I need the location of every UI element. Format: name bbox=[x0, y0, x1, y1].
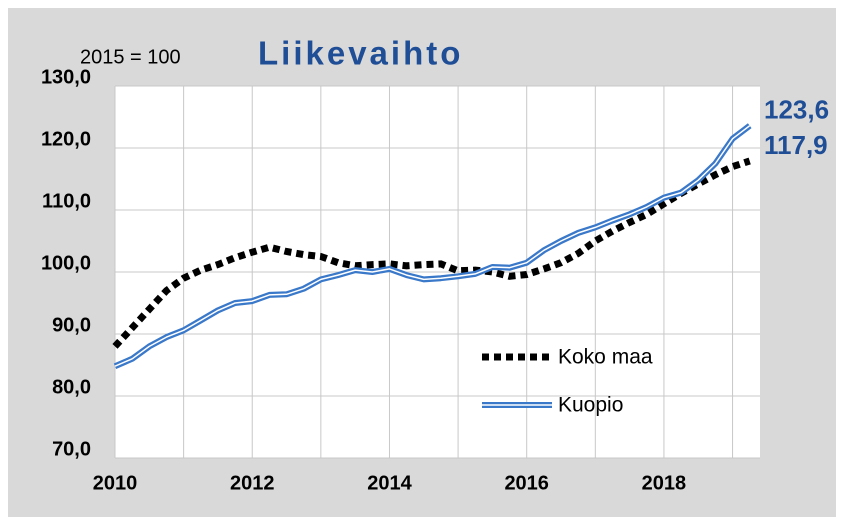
y-tick-label: 100,0 bbox=[41, 252, 91, 274]
y-tick-label: 80,0 bbox=[52, 376, 91, 398]
series-line-inner bbox=[114, 125, 751, 367]
y-tick-label: 70,0 bbox=[52, 438, 91, 460]
end-label: 117,9 bbox=[764, 130, 828, 160]
series-line bbox=[112, 157, 751, 349]
chart-subtitle: 2015 = 100 bbox=[80, 46, 181, 68]
x-tick-label: 2010 bbox=[93, 472, 138, 494]
y-tick-label: 130,0 bbox=[41, 66, 91, 88]
legend-label: Kuopio bbox=[558, 394, 623, 417]
y-tick-label: 110,0 bbox=[42, 190, 91, 212]
legend-label: Koko maa bbox=[558, 346, 653, 369]
chart-title: Liikevaihto bbox=[258, 35, 463, 72]
end-label: 123,6 bbox=[764, 95, 829, 125]
y-tick-label: 120,0 bbox=[41, 128, 91, 150]
y-tick-label: 90,0 bbox=[52, 314, 91, 336]
x-tick-label: 2018 bbox=[642, 472, 687, 494]
x-tick-label: 2016 bbox=[504, 472, 549, 494]
x-tick-label: 2014 bbox=[367, 472, 412, 494]
x-tick-label: 2012 bbox=[230, 472, 275, 494]
